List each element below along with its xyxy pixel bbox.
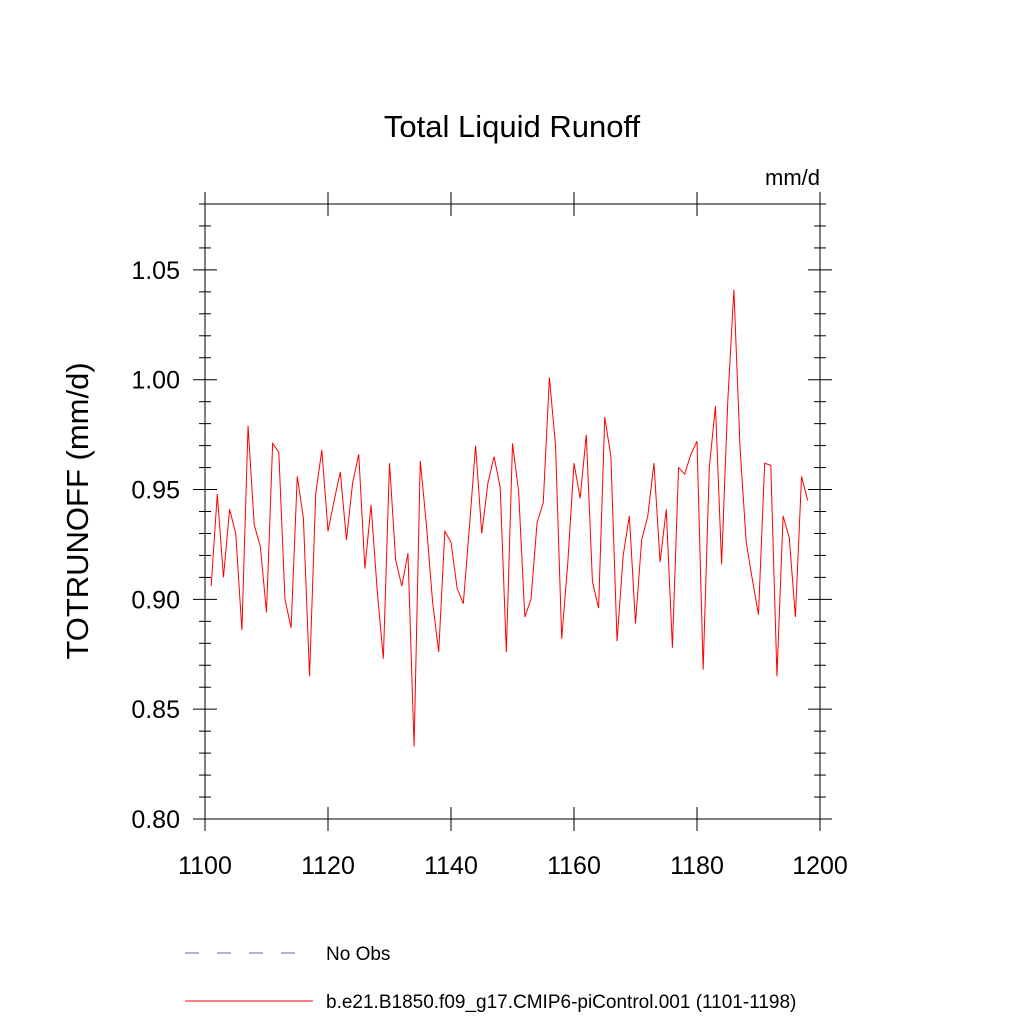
- x-tick-label: 1180: [670, 852, 724, 880]
- y-tick-label: 0.95: [131, 477, 180, 505]
- x-tick-label: 1140: [424, 852, 478, 880]
- y-tick-label: 0.80: [131, 806, 180, 834]
- y-tick-label: 1.05: [131, 257, 180, 285]
- axis-ticks: [193, 192, 832, 831]
- x-tick-label: 1160: [547, 852, 601, 880]
- series-layer: [210, 289, 809, 747]
- legend: No Obs b.e21.B1850.f09_g17.CMIP6-piContro…: [185, 944, 796, 1013]
- series-line: [210, 289, 809, 747]
- plot-frame: [204, 203, 821, 820]
- y-tick-label: 0.90: [131, 586, 180, 614]
- x-tick-label: 1200: [792, 852, 848, 880]
- chart-title: Total Liquid Runoff: [384, 109, 641, 144]
- legend-label: No Obs: [326, 944, 390, 965]
- legend-label: b.e21.B1850.f09_g17.CMIP6-piControl.001 …: [326, 992, 796, 1013]
- units-label: mm/d: [765, 165, 820, 190]
- tick-labels: 0.80 0.85 0.90 0.95 1.00 1.05 1100 1120 1140 1160…: [131, 257, 847, 880]
- x-tick-label: 1100: [178, 852, 232, 880]
- y-tick-label: 1.00: [131, 367, 180, 395]
- y-axis-label: TOTRUNOFF (mm/d): [60, 362, 95, 659]
- y-tick-label: 0.85: [131, 696, 180, 724]
- x-tick-label: 1120: [301, 852, 355, 880]
